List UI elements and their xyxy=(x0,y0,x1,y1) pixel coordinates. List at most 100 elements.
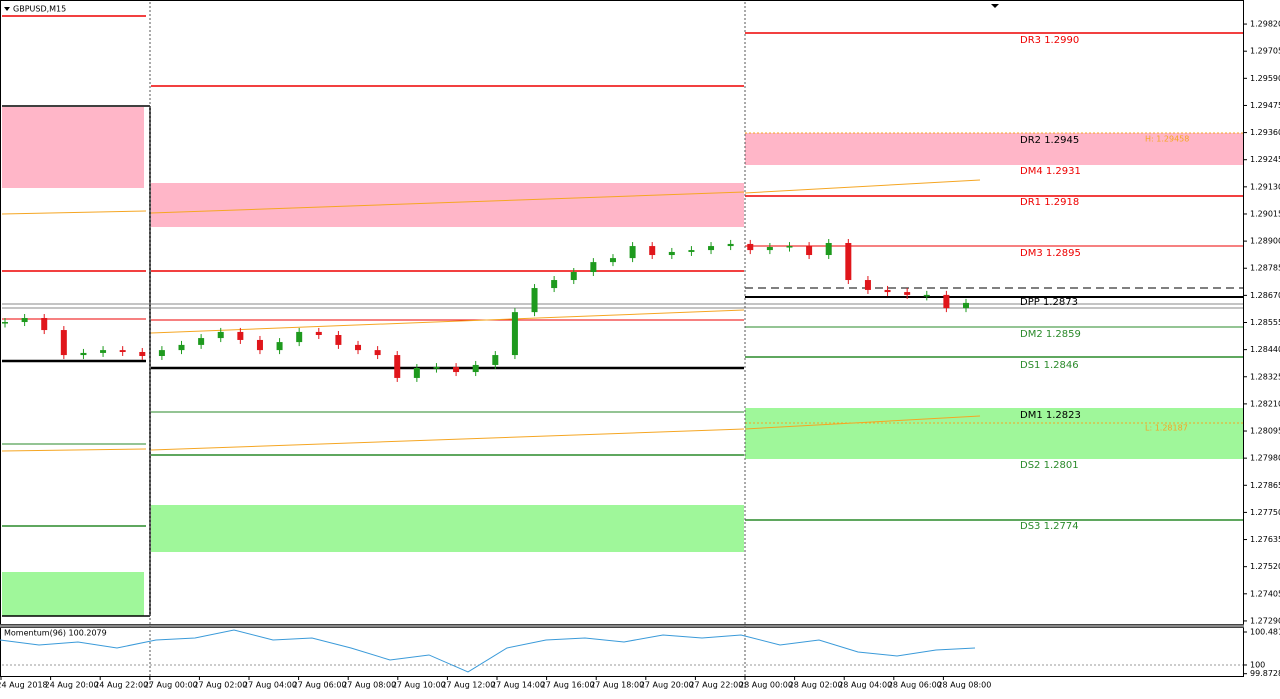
y-tick-label: 1.28440 xyxy=(1250,345,1280,354)
x-tick-label: 27 Aug 02:00 xyxy=(193,681,247,690)
shift-marker xyxy=(991,4,999,8)
candle xyxy=(315,331,322,336)
y-tick-label: 1.27405 xyxy=(1250,589,1280,598)
candle xyxy=(590,262,597,273)
zone xyxy=(745,133,1243,165)
momentum-tick-label: 99.8728 xyxy=(1250,669,1280,678)
y-tick-label: 1.29245 xyxy=(1250,155,1280,164)
candle xyxy=(688,250,695,252)
today-levels xyxy=(744,32,1243,521)
level-label: H: 1.29458 xyxy=(1145,135,1189,144)
level-label: DS1 1.2846 xyxy=(1020,360,1079,371)
zone xyxy=(2,107,144,188)
y-tick-label: 1.27865 xyxy=(1250,481,1280,490)
candle xyxy=(923,294,930,297)
candle xyxy=(629,246,636,259)
momentum-tick-label: 100 xyxy=(1250,660,1265,669)
candle xyxy=(708,246,715,251)
y-tick-label: 1.27635 xyxy=(1250,535,1280,544)
momentum-tick-label: 100.4815 xyxy=(1250,628,1280,637)
x-tick-label: 27 Aug 10:00 xyxy=(392,681,446,690)
y-tick-label: 1.29130 xyxy=(1250,182,1280,191)
candle xyxy=(884,289,891,293)
y-tick-label: 1.29015 xyxy=(1250,209,1280,218)
candle xyxy=(80,352,87,356)
y-tick-label: 1.29475 xyxy=(1250,101,1280,110)
candle xyxy=(276,342,283,351)
candle xyxy=(786,246,793,248)
x-tick-label: 27 Aug 18:00 xyxy=(590,681,644,690)
candle xyxy=(531,288,538,313)
x-tick-label: 24 Aug 22:00 xyxy=(94,681,148,690)
y-tick-label: 1.28325 xyxy=(1250,372,1280,381)
x-tick-label: 24 Aug 20:00 xyxy=(45,681,99,690)
candle xyxy=(904,292,911,295)
zone xyxy=(151,505,744,552)
level-labels: DR3 1.2990 H: 1.29458 DR2 1.2945 DM4 1.2… xyxy=(1020,35,1189,532)
y-tick-label: 1.29590 xyxy=(1250,74,1280,83)
level-label: DS2 1.2801 xyxy=(1020,460,1079,471)
candle xyxy=(806,246,813,256)
candle xyxy=(394,355,401,378)
candle xyxy=(355,344,362,351)
candle xyxy=(198,338,205,345)
level-label: DPP 1.2873 xyxy=(1020,297,1078,308)
x-tick-label: 27 Aug 08:00 xyxy=(342,681,396,690)
candle xyxy=(649,246,656,256)
x-tick-label: 28 Aug 08:00 xyxy=(937,681,991,690)
momentum-line xyxy=(0,629,976,673)
level-label: DR3 1.2990 xyxy=(1020,35,1079,46)
level-label: DR2 1.2945 xyxy=(1020,135,1079,146)
x-tick-label: 27 Aug 16:00 xyxy=(541,681,595,690)
candle xyxy=(453,367,460,373)
candle xyxy=(41,318,48,331)
candle xyxy=(609,258,616,263)
candle xyxy=(570,272,577,281)
zone xyxy=(745,408,1243,459)
level-label: DM4 1.2931 xyxy=(1020,166,1081,177)
y-tick-label: 1.27980 xyxy=(1250,454,1280,463)
candle xyxy=(413,368,420,378)
candle xyxy=(119,350,126,352)
y-tick-label: 1.28555 xyxy=(1250,318,1280,327)
candle xyxy=(943,294,950,309)
x-tick-label: 27 Aug 22:00 xyxy=(689,681,743,690)
candle xyxy=(139,351,146,356)
candle xyxy=(668,251,675,256)
x-tick-label: 27 Aug 20:00 xyxy=(640,681,694,690)
zone xyxy=(2,572,144,616)
y-tick-label: 1.29705 xyxy=(1250,47,1280,56)
y-tick-label: 1.28670 xyxy=(1250,291,1280,300)
x-tick-label: 28 Aug 04:00 xyxy=(838,681,892,690)
x-tick-label: 27 Aug 06:00 xyxy=(293,681,347,690)
candle xyxy=(766,247,773,251)
candle xyxy=(296,331,303,343)
candle xyxy=(21,318,28,323)
x-tick-label: 28 Aug 00:00 xyxy=(739,681,793,690)
zone xyxy=(151,183,744,227)
candle xyxy=(217,331,224,339)
candle xyxy=(825,242,832,256)
symbol-label: GBPUSD,M15 xyxy=(13,5,66,14)
candle xyxy=(60,330,67,356)
candle xyxy=(178,344,185,351)
candle xyxy=(727,243,734,247)
y-tick-label: 1.29820 xyxy=(1250,20,1280,29)
level-label: DM2 1.2859 xyxy=(1020,329,1081,340)
candle xyxy=(158,350,165,356)
level-label: L: 1.28187 xyxy=(1145,424,1188,433)
y-tick-label: 1.27520 xyxy=(1250,562,1280,571)
level-label: DS3 1.2774 xyxy=(1020,521,1079,532)
level-label: DR1 1.2918 xyxy=(1020,197,1079,208)
level-label: DM1 1.2823 xyxy=(1020,410,1081,421)
candle xyxy=(256,339,263,351)
x-tick-label: 28 Aug 06:00 xyxy=(888,681,942,690)
candle xyxy=(335,335,342,345)
y-tick-label: 1.27750 xyxy=(1250,508,1280,517)
candle xyxy=(551,280,558,289)
y-tick-label: 1.27290 xyxy=(1250,616,1280,625)
menu-arrow[interactable] xyxy=(4,7,10,11)
momentum-label: Momentum(96) 100.2079 xyxy=(4,629,107,638)
candle xyxy=(845,242,852,281)
